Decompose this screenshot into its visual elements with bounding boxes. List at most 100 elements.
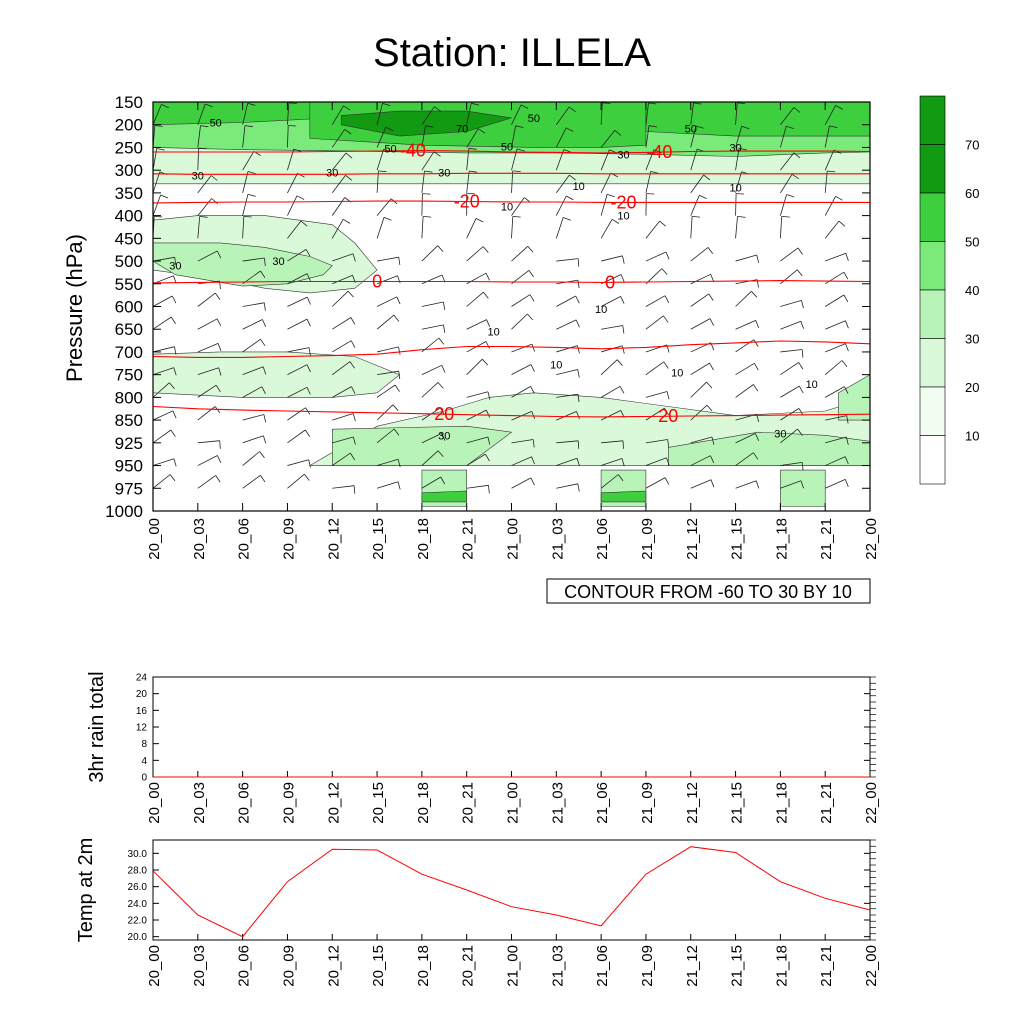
wind-barb: [556, 345, 580, 354]
wind-barb: [421, 245, 444, 262]
wind-barb-flag: [174, 257, 177, 266]
y-tick-label: 16: [136, 706, 148, 717]
wind-barb-flag: [394, 384, 400, 392]
wind-barb: [645, 193, 655, 216]
wind-barb-staff: [690, 479, 712, 489]
wind-barb: [869, 419, 870, 421]
wind-barb-staff: [332, 436, 354, 444]
wind-barb-staff: [197, 475, 216, 489]
temperature-contour-label: 20: [658, 406, 678, 426]
wind-barb: [690, 247, 714, 262]
rh-contour-label: 10: [487, 327, 499, 339]
wind-barb: [690, 455, 715, 466]
time-tick-label: 21_18: [773, 782, 790, 824]
wind-barb: [645, 361, 669, 375]
wind-barb-staff: [421, 433, 442, 444]
wind-barb: [869, 465, 870, 466]
wind-barb-flag: [887, 337, 892, 343]
wind-barb-flag: [703, 174, 711, 181]
wind-barb: [645, 220, 666, 239]
wind-barb-flag: [306, 273, 311, 281]
wind-barb-staff: [287, 318, 308, 330]
temperature-contour-layer: [153, 150, 870, 418]
wind-barb-flag: [614, 129, 622, 136]
wind-barb-staff: [197, 455, 218, 466]
wind-barb-staff: [376, 314, 395, 330]
wind-barb: [332, 436, 356, 445]
wind-barb-staff: [331, 290, 349, 307]
wind-barb-flag: [516, 148, 525, 152]
wind-barb-flag: [741, 125, 750, 130]
wind-barb-staff: [376, 217, 385, 239]
wind-barb: [780, 152, 801, 171]
cross-section-time-axis: 20_00 20_03 20_06 20_09 20_12 20_15 20_18 20_21…: [146, 102, 880, 560]
temp2m-axes: 20.0 22.0 24.0 26.0 28.0 30.0 20_00 20_03 20_06 2…: [128, 839, 880, 987]
wind-barb-flag: [888, 430, 892, 437]
wind-barb-flag: [883, 198, 889, 203]
wind-barb: [197, 475, 221, 489]
wind-barb-flag: [437, 382, 444, 389]
wind-barb-staff: [466, 453, 486, 466]
wind-barb-staff: [242, 216, 245, 239]
pressure-tick-label: 925: [115, 434, 143, 453]
time-tick-label: 21_06: [594, 518, 611, 560]
wind-barb-staff: [511, 456, 532, 466]
wind-barb-flag: [288, 125, 297, 127]
wind-barb: [869, 374, 870, 375]
temp2m-frame: [152, 839, 871, 941]
rh-contour-label: 10: [806, 379, 818, 391]
wind-barb-flag: [398, 346, 401, 355]
wind-barb-flag: [425, 125, 434, 128]
wind-barb: [556, 440, 580, 449]
wind-barb: [242, 451, 265, 466]
wind-barb: [869, 396, 870, 398]
temperature-contour: [153, 280, 870, 284]
wind-barb-staff: [331, 129, 346, 148]
wind-barb-staff: [780, 349, 803, 353]
wind-barb-staff: [332, 253, 354, 262]
wind-barb-flag: [648, 102, 657, 105]
wind-barb: [466, 291, 489, 307]
wind-barb-flag: [706, 381, 713, 389]
wind-barb: [242, 193, 256, 216]
rain-axis-label: 3hr rain total: [86, 671, 108, 782]
wind-barb-staff: [242, 125, 246, 148]
wind-barb-flag: [800, 321, 804, 329]
wind-barb-flag: [892, 303, 893, 311]
wind-barb-staff: [466, 391, 489, 398]
wind-barb-staff: [153, 410, 174, 421]
wind-barb-flag: [515, 125, 524, 128]
time-tick-label: 20_12: [325, 782, 342, 824]
wind-barb-staff: [869, 214, 870, 216]
wind-barb: [287, 148, 302, 171]
wind-barb-flag: [206, 82, 213, 85]
wind-barb: [421, 216, 432, 239]
wind-barb: [735, 480, 760, 489]
wind-barb-flag: [205, 103, 213, 108]
wind-barb-flag: [211, 198, 218, 205]
wind-barb-staff: [287, 102, 288, 103]
wind-barb: [825, 415, 849, 424]
wind-barb-staff: [511, 197, 525, 216]
wind-barb-flag: [835, 195, 843, 201]
wind-barb: [153, 256, 177, 266]
wind-barb: [556, 411, 580, 421]
rh-contour-label: 50: [685, 123, 697, 135]
wind-barb: [780, 247, 803, 262]
wind-barb-flag: [173, 367, 177, 376]
colorbar-box: [919, 192, 946, 242]
wind-barb-flag: [793, 107, 801, 113]
wind-barb-staff: [153, 429, 172, 444]
wind-barb-staff: [601, 255, 623, 262]
wind-barb-flag: [529, 294, 535, 302]
wind-barb-flag: [616, 359, 623, 366]
wind-barb-flag: [754, 363, 759, 371]
rh-shade-region: [340, 110, 512, 137]
wind-barb: [511, 104, 529, 125]
wind-barb-staff: [511, 439, 534, 444]
wind-barb-staff: [645, 477, 666, 489]
wind-barb-staff: [869, 191, 870, 193]
wind-barb: [780, 428, 803, 444]
wind-barb: [735, 433, 760, 444]
wind-barb: [869, 237, 870, 239]
